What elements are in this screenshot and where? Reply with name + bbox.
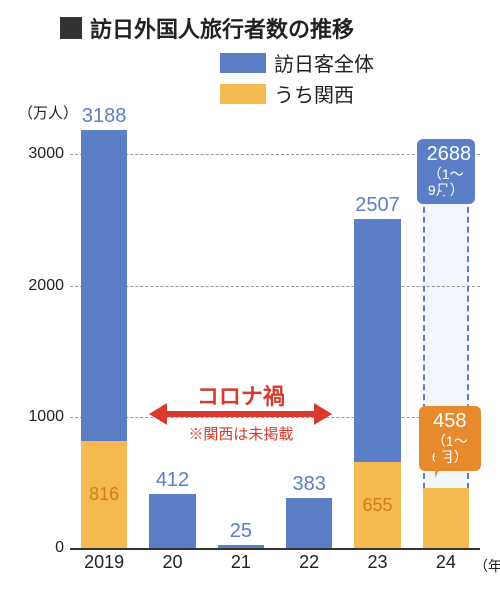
bar-total <box>218 545 264 548</box>
legend-row-kansai: うち関西 <box>220 79 374 108</box>
bar-total-label: 2507 <box>355 194 400 217</box>
ytick-label: 0 <box>14 539 64 557</box>
bar-total-label: 383 <box>292 473 325 496</box>
callout-forecast-kansai: 458（1〜6月） <box>419 406 481 471</box>
corona-label: コロナ禍 <box>197 379 285 411</box>
legend-swatch-total <box>220 53 266 73</box>
xtick-label: 2019 <box>84 552 124 573</box>
xtick-label: 21 <box>231 552 251 573</box>
corona-arrow <box>151 409 330 419</box>
plot-area: 010002000300020192021222324（年）8163188412… <box>70 128 480 548</box>
xaxis-suffix: （年） <box>474 556 500 576</box>
chart-title: 訪日外国人旅行者数の推移 <box>90 12 354 44</box>
callout-pointer <box>439 187 453 197</box>
bar-total-label: 412 <box>156 469 189 492</box>
title-bullet-square <box>60 17 82 39</box>
callout-main: 458 <box>429 410 471 433</box>
bar-total-label: 25 <box>230 520 252 543</box>
xtick-label: 23 <box>367 552 387 573</box>
ytick-label: 1000 <box>14 408 64 426</box>
legend-label-total: 訪日客全体 <box>274 48 374 77</box>
legend: 訪日客全体 うち関西 <box>220 48 374 110</box>
bar-kansai-label: 655 <box>362 495 392 516</box>
callout-main: 2688 <box>427 143 465 166</box>
xtick-label: 24 <box>436 552 456 573</box>
ytick-label: 2000 <box>14 277 64 295</box>
yaxis-unit: （万人） <box>18 102 78 123</box>
bar-total <box>286 498 332 548</box>
legend-row-total: 訪日客全体 <box>220 48 374 77</box>
bar-forecast-kansai <box>423 488 469 548</box>
xtick-label: 22 <box>299 552 319 573</box>
gridline <box>70 286 480 287</box>
ytick-label: 3000 <box>14 145 64 163</box>
corona-note: ※関西は未掲載 <box>188 423 293 444</box>
bar-kansai-label: 816 <box>89 484 119 505</box>
chart-title-row: 訪日外国人旅行者数の推移 <box>60 12 354 44</box>
chart-area: 010002000300020192021222324（年）8163188412… <box>70 128 480 548</box>
legend-swatch-kansai <box>220 84 266 104</box>
x-axis-line <box>70 548 480 550</box>
legend-label-kansai: うち関西 <box>274 79 354 108</box>
xtick-label: 20 <box>162 552 182 573</box>
bar-total <box>149 494 195 548</box>
bar-total-label: 3188 <box>82 105 127 128</box>
